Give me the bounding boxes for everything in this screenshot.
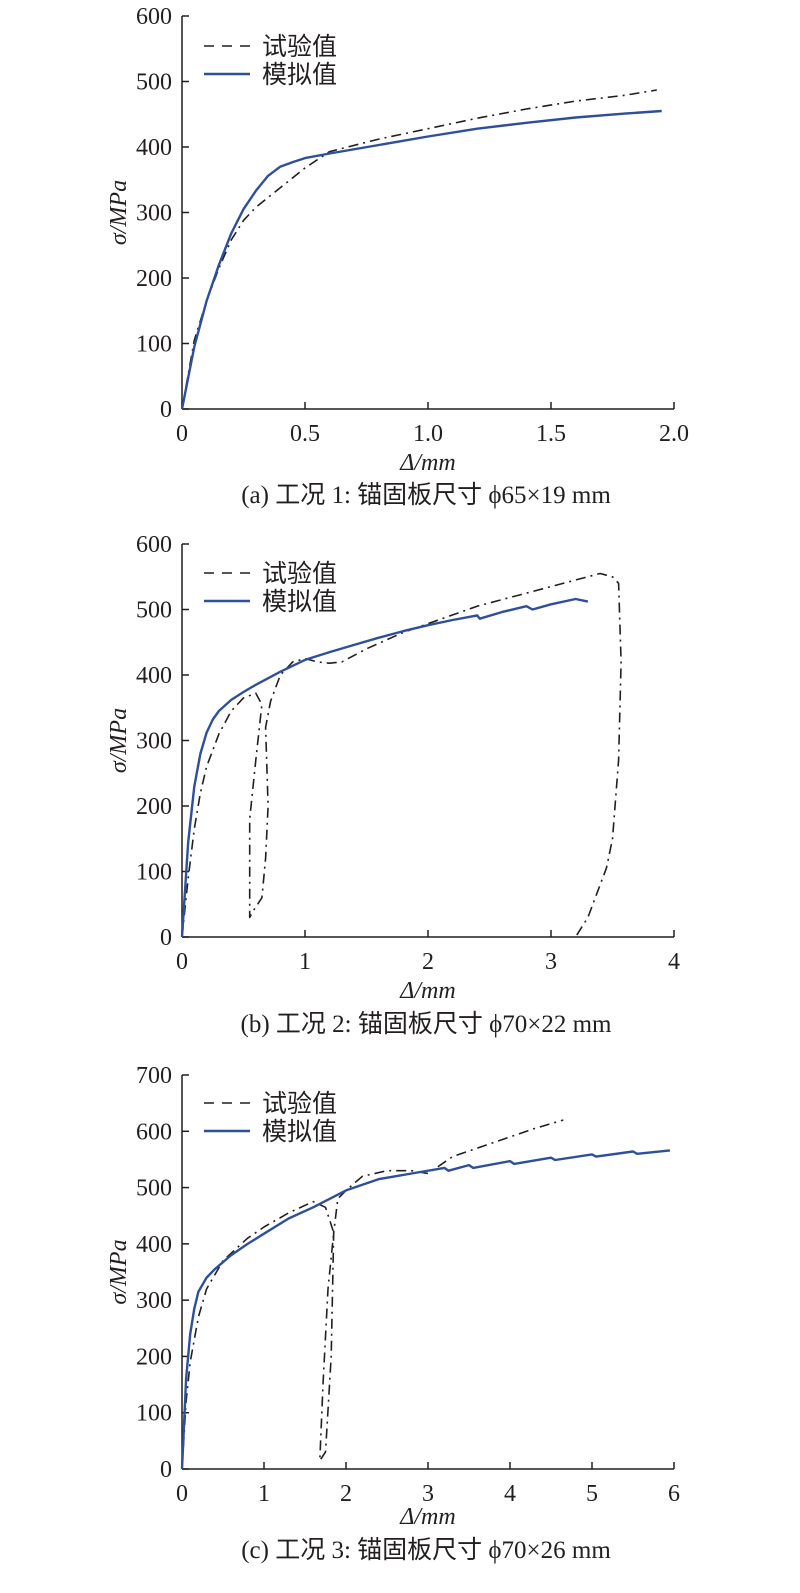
x-tick-label: 2.0 <box>659 421 689 447</box>
x-tick-label: 0 <box>176 949 188 975</box>
y-tick-label: 700 <box>136 1063 172 1089</box>
y-tick-label: 400 <box>136 1232 172 1258</box>
x-tick-label: 5 <box>586 1481 598 1507</box>
series-line-simulated <box>180 1149 671 1470</box>
x-tick-label: 1.5 <box>536 421 566 447</box>
y-tick-label: 100 <box>136 332 172 358</box>
x-tick-label: 6 <box>668 1481 680 1507</box>
y-tick-label: 300 <box>136 201 172 227</box>
y-tick-label: 600 <box>136 1119 172 1145</box>
y-tick-label: 300 <box>136 729 172 755</box>
y-tick-label: 500 <box>136 70 172 96</box>
y-tick-label: 100 <box>136 1401 172 1427</box>
y-axis-label: σ/MPa <box>106 180 132 245</box>
x-axis-label: Δ/mm <box>399 1504 455 1530</box>
y-tick-label: 600 <box>136 4 172 30</box>
y-tick-label: 500 <box>136 598 172 624</box>
y-axis-label: σ/MPa <box>106 1239 132 1304</box>
chart-caption: (b) 工况 2: 锚固板尺寸 ϕ70×22 mm <box>241 1010 613 1038</box>
legend-label: 模拟值 <box>262 1118 337 1146</box>
series-line-simulated <box>180 109 662 410</box>
series-line-experimental <box>181 572 622 938</box>
chart-panel-c: 0 100 200 300 400 500 600 700 0 1 2 3 4 5 6 Δ/mm σ/MPa 试验… <box>106 1063 680 1564</box>
x-axis-label: Δ/mm <box>399 450 455 476</box>
x-tick-label: 1 <box>299 949 311 975</box>
x-tick-label: 0.5 <box>290 421 320 447</box>
y-tick-label: 100 <box>136 860 172 886</box>
y-tick-label: 600 <box>136 532 172 558</box>
y-tick-label: 0 <box>160 397 172 423</box>
legend-label: 试验值 <box>262 560 337 588</box>
legend-label: 模拟值 <box>262 588 337 616</box>
x-tick-label: 4 <box>668 949 680 975</box>
y-tick-label: 0 <box>160 1457 172 1483</box>
chart-caption: (a) 工况 1: 锚固板尺寸 ϕ65×19 mm <box>241 481 611 509</box>
x-tick-label: 2 <box>340 1481 352 1507</box>
x-tick-label: 1.0 <box>413 421 443 447</box>
x-tick-label: 4 <box>504 1481 516 1507</box>
y-tick-label: 200 <box>136 794 172 820</box>
legend-label: 模拟值 <box>262 61 337 89</box>
x-tick-label: 2 <box>422 949 434 975</box>
legend-label: 试验值 <box>262 1090 337 1118</box>
y-tick-label: 200 <box>136 266 172 292</box>
y-tick-label: 500 <box>136 1176 172 1202</box>
x-axis-label: Δ/mm <box>399 978 455 1004</box>
y-tick-label: 400 <box>136 663 172 689</box>
x-tick-label: 1 <box>258 1481 270 1507</box>
y-tick-label: 200 <box>136 1344 172 1370</box>
y-tick-label: 400 <box>136 135 172 161</box>
x-tick-label: 3 <box>545 949 557 975</box>
y-tick-label: 0 <box>160 925 172 951</box>
series-line-experimental <box>181 1119 564 1470</box>
x-tick-label: 0 <box>176 1481 188 1507</box>
x-tick-label: 3 <box>422 1481 434 1507</box>
y-axis-label: σ/MPa <box>106 708 132 773</box>
legend-label: 试验值 <box>262 33 337 61</box>
chart-panel-a: 0 100 200 300 400 500 600 0 0.5 1.0 1.5 2.0 Δ/mm σ/MP… <box>106 4 689 509</box>
series-line-simulated <box>180 597 589 938</box>
x-tick-label: 0 <box>176 421 188 447</box>
y-tick-label: 300 <box>136 1288 172 1314</box>
chart-caption: (c) 工况 3: 锚固板尺寸 ϕ70×26 mm <box>241 1536 611 1564</box>
